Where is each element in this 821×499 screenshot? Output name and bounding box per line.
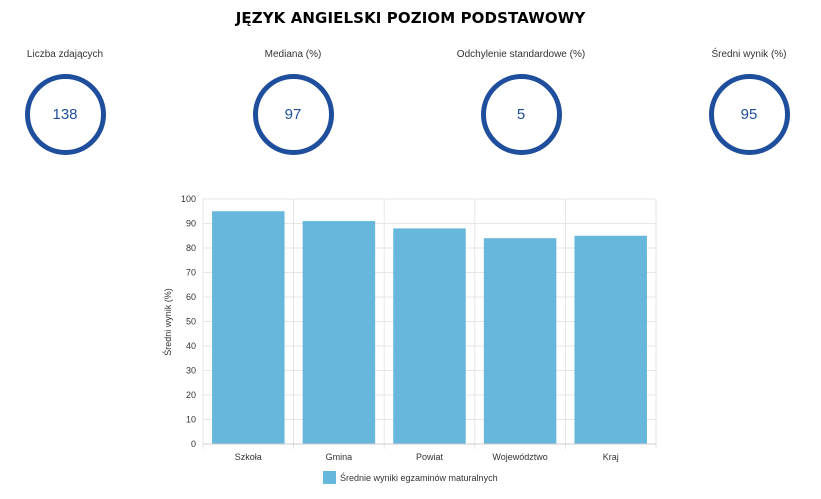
y-axis-label: Średni wynik (%) xyxy=(162,288,173,356)
y-tick-label: 60 xyxy=(186,292,196,302)
chart-bars xyxy=(212,211,647,444)
y-tick-label: 90 xyxy=(186,219,196,229)
chart-axes: 0 10 20 30 40 50 60 70 80 90 100 Szkoła Gmina Powiat W… xyxy=(181,194,656,462)
y-tick-label: 100 xyxy=(181,194,196,204)
bar-3[interactable] xyxy=(483,238,557,444)
stat-stddev: Odchylenie standardowe (%) 5 xyxy=(436,48,606,155)
y-tick-label: 40 xyxy=(186,341,196,351)
stat-value: 95 xyxy=(740,106,758,123)
x-tick-label: Szkoła xyxy=(235,452,262,462)
stat-value: 138 xyxy=(52,106,78,123)
y-tick-label: 20 xyxy=(186,390,196,400)
stat-circle: 97 xyxy=(252,74,334,155)
stat-circle: 138 xyxy=(24,74,106,155)
x-tick-label: Powiat xyxy=(416,452,444,462)
chart-legend[interactable]: Średnie wyniki egzaminów maturalnych xyxy=(323,471,498,484)
x-tick-label: Województwo xyxy=(492,452,547,462)
stat-label: Odchylenie standardowe (%) xyxy=(456,49,586,60)
bar-1[interactable] xyxy=(302,221,376,444)
y-tick-label: 0 xyxy=(191,439,196,449)
stat-value: 5 xyxy=(516,106,526,123)
x-tick-label: Kraj xyxy=(603,452,619,462)
bar-0[interactable] xyxy=(212,211,285,444)
stat-circle: 5 xyxy=(480,74,562,155)
bar-4[interactable] xyxy=(574,235,647,444)
y-tick-label: 50 xyxy=(186,317,196,327)
stat-label: Średni wynik (%) xyxy=(711,49,787,60)
stat-median: Mediana (%) 97 xyxy=(208,48,378,155)
y-tick-label: 70 xyxy=(186,268,196,278)
stat-mean: Średni wynik (%) 95 xyxy=(664,48,821,155)
page-title: JĘZYK ANGIELSKI POZIOM PODSTAWOWY xyxy=(235,9,586,27)
legend-swatch xyxy=(323,471,336,484)
stat-circle: 95 xyxy=(708,74,790,155)
stat-label: Mediana (%) xyxy=(264,49,322,60)
x-tick-label: Gmina xyxy=(326,452,353,462)
legend-label: Średnie wyniki egzaminów maturalnych xyxy=(340,472,498,483)
bar-2[interactable] xyxy=(393,228,466,444)
stat-count: Liczba zdających 138 xyxy=(0,48,150,155)
stat-value: 97 xyxy=(284,106,302,123)
y-tick-label: 30 xyxy=(186,366,196,376)
stat-label: Liczba zdających xyxy=(26,49,104,60)
y-tick-label: 80 xyxy=(186,243,196,253)
y-tick-label: 10 xyxy=(186,415,196,425)
